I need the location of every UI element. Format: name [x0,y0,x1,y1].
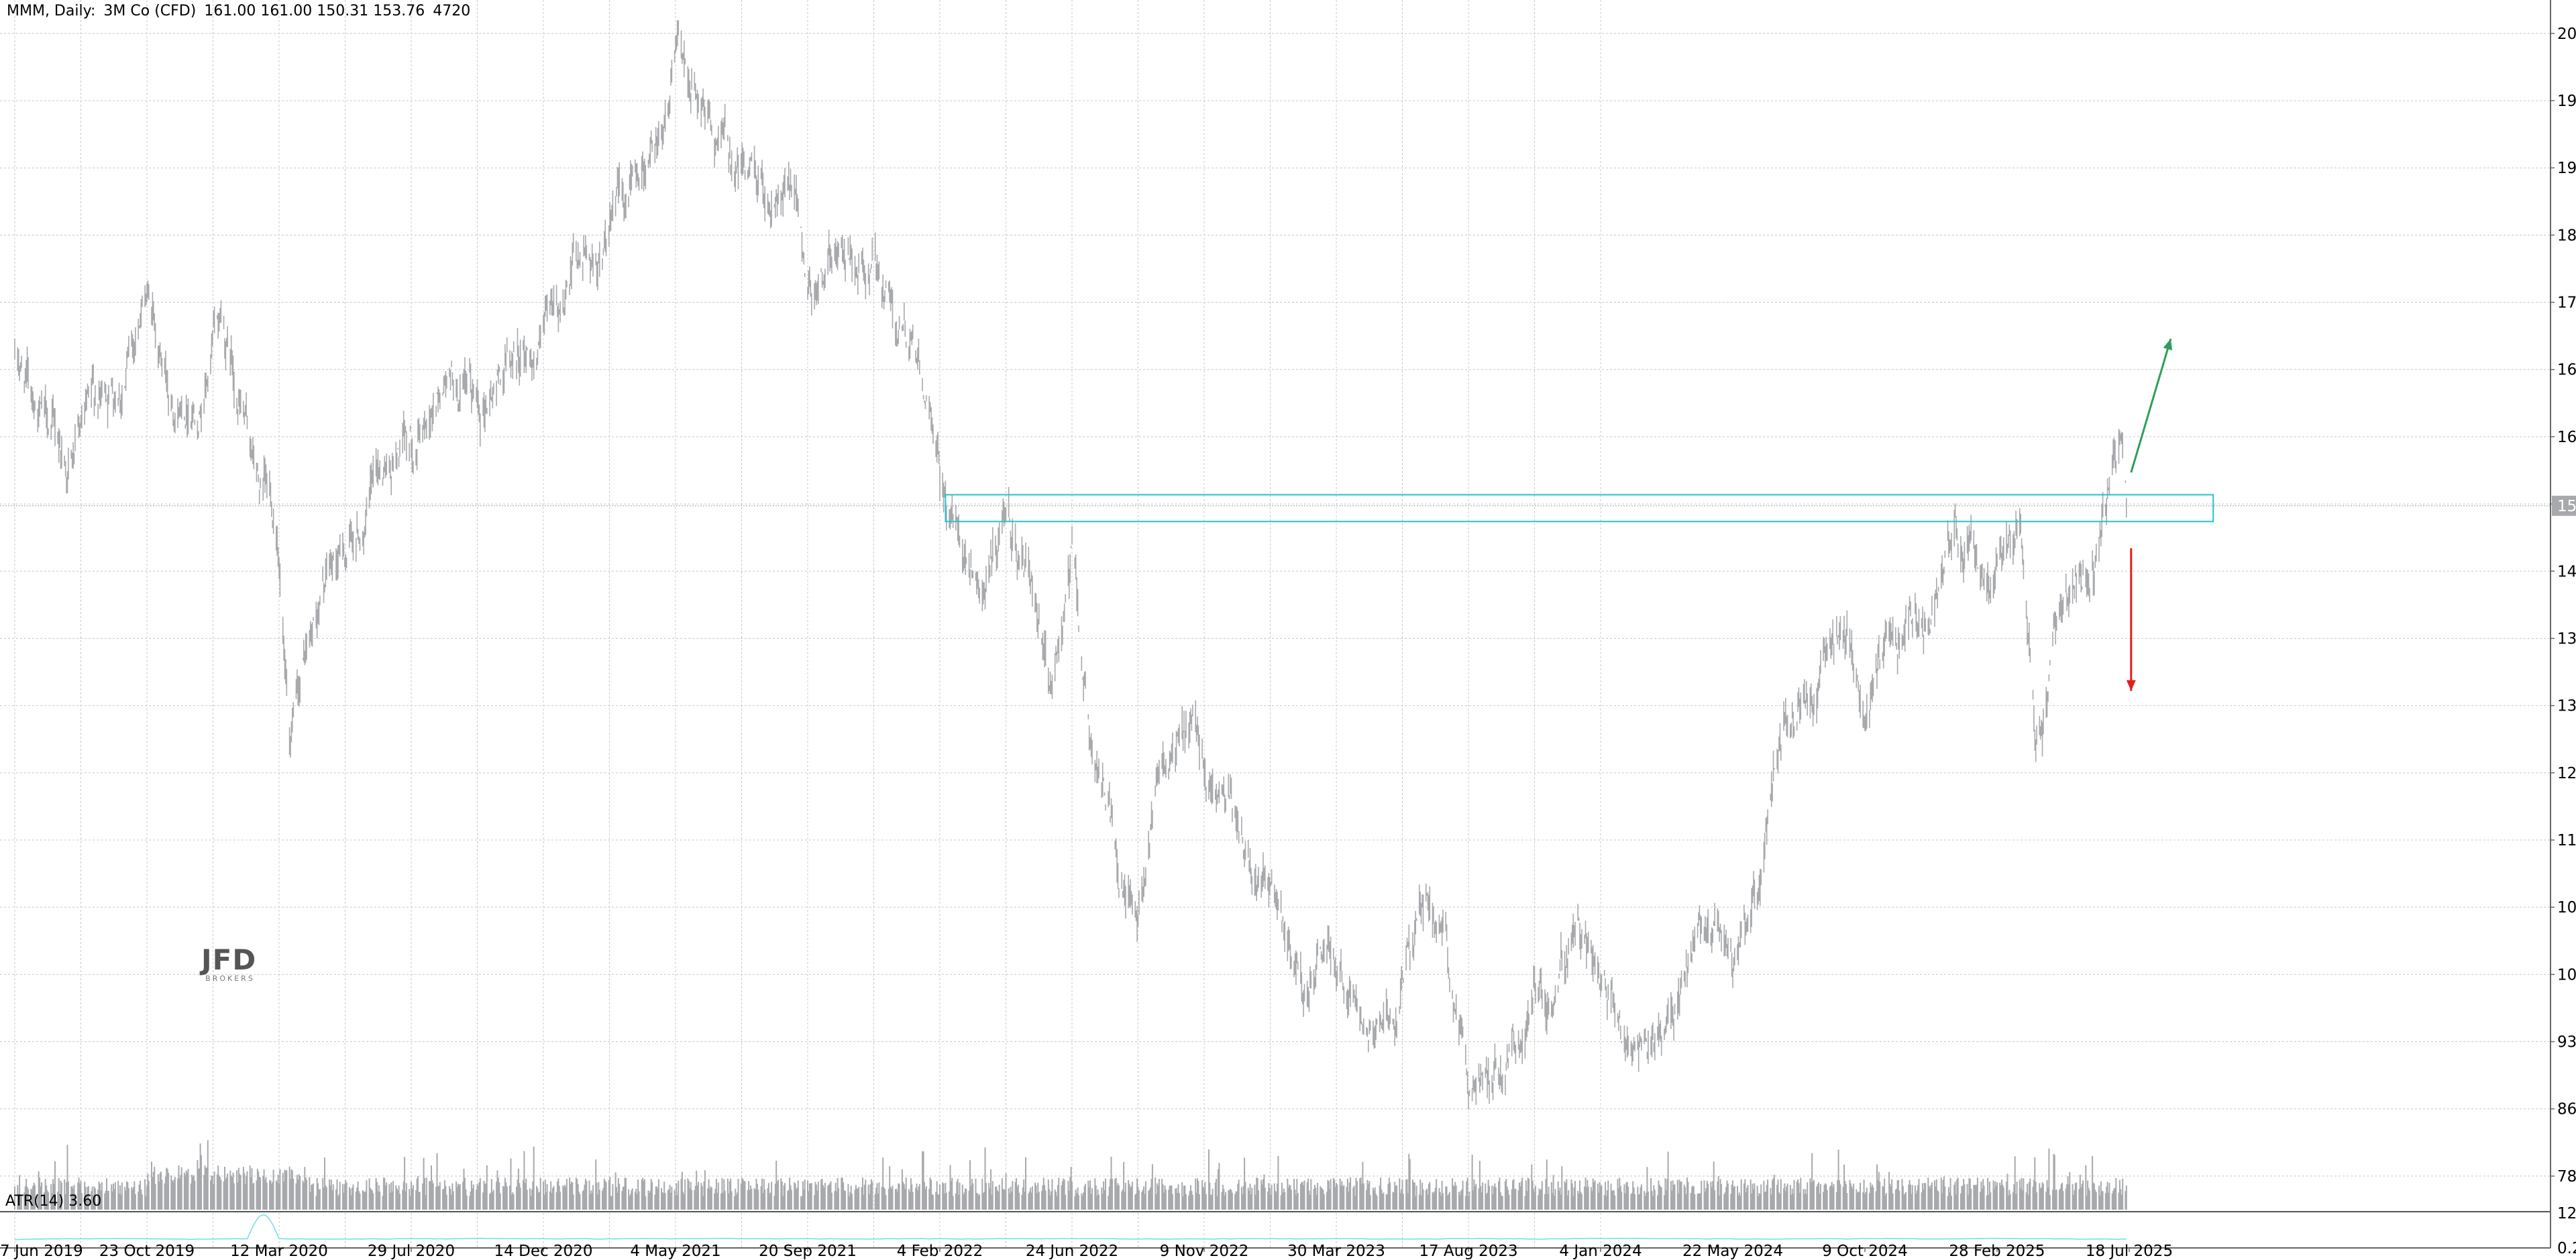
price-axis-label: 131.35 [2557,698,2576,715]
time-axis-label: 29 Jul 2020 [368,1243,455,1260]
price-axis-label: 93.65 [2557,1034,2576,1051]
time-axis-label: 22 May 2024 [1682,1243,1783,1260]
arrow-up-head-icon [2163,338,2173,351]
price-axis-label: 101.19 [2557,966,2576,984]
atr-axis-label: 0.23 [2557,1240,2576,1257]
atr-axis-label: 12.03 [2557,1205,2576,1222]
time-axis-label: 4 May 2021 [630,1243,720,1260]
arrow-down-head-icon [2126,680,2136,691]
time-axis-label: 14 Dec 2020 [494,1243,593,1260]
price-axis-label: 78.57 [2557,1168,2576,1186]
arrow-up-line[interactable] [2130,338,2172,473]
time-axis-label: 23 Oct 2019 [99,1243,195,1260]
price-axis-label: 86.11 [2557,1101,2576,1118]
time-axis-label: 9 Nov 2022 [1160,1243,1249,1260]
logo-sub-text: BROKERS [205,974,255,983]
price-axis-label: 116.27 [2557,832,2576,849]
resistance-zone[interactable] [945,494,2214,523]
current-price-badge [2552,495,2576,516]
time-axis-label: 12 Mar 2020 [230,1243,328,1260]
chart-header: MMM, Daily: 3M Co (CFD) 161.00 161.00 150.… [7,3,478,19]
price-axis-label: 199.21 [2557,93,2576,110]
price-axis-label: 146.43 [2557,563,2576,580]
price-axis-label: 108.73 [2557,899,2576,916]
price-axis-label: 176.59 [2557,295,2576,312]
time-axis-label: 17 Aug 2023 [1419,1243,1517,1260]
time-axis-label: 20 Sep 2021 [759,1243,857,1260]
price-axis-label: 206.75 [2557,25,2576,43]
current-price-label: 153.76 [2557,498,2576,515]
price-axis-label: 138.89 [2557,630,2576,647]
price-axis-label: 169.05 [2557,362,2576,379]
logo-brand-text: JFD [201,943,257,976]
time-axis-label: 9 Oct 2024 [1822,1243,1908,1260]
atr-indicator-label: ATR(14) 3.60 [5,1193,102,1210]
price-axis-label: 161.51 [2557,429,2576,446]
time-axis-label: 4 Jan 2024 [1559,1243,1642,1260]
time-axis-label: 18 Jul 2025 [2086,1243,2173,1260]
time-axis-label: 4 Feb 2022 [897,1243,983,1260]
atr-line [14,1214,2127,1241]
time-axis-label: 24 Jun 2022 [1026,1243,1118,1260]
symbol-label: MMM, Daily: [7,3,96,19]
price-bars [14,20,2127,1110]
time-axis-label: 30 Mar 2023 [1287,1243,1385,1260]
time-axis-label: 7 Jun 2019 [0,1243,83,1260]
price-axis-label: 191.67 [2557,160,2576,177]
time-axis-label: 28 Feb 2025 [1949,1243,2045,1260]
ohlc-values: 161.00 161.00 150.31 153.76 [204,3,425,19]
price-axis-label: 123.81 [2557,765,2576,782]
jfd-brokers-logo: JFD BROKERS [201,946,259,985]
instrument-label: 3M Co (CFD) [103,3,197,19]
volume-value: 4720 [433,3,471,19]
price-axis-label: 184.13 [2557,227,2576,244]
volume-histogram [14,1140,2127,1210]
